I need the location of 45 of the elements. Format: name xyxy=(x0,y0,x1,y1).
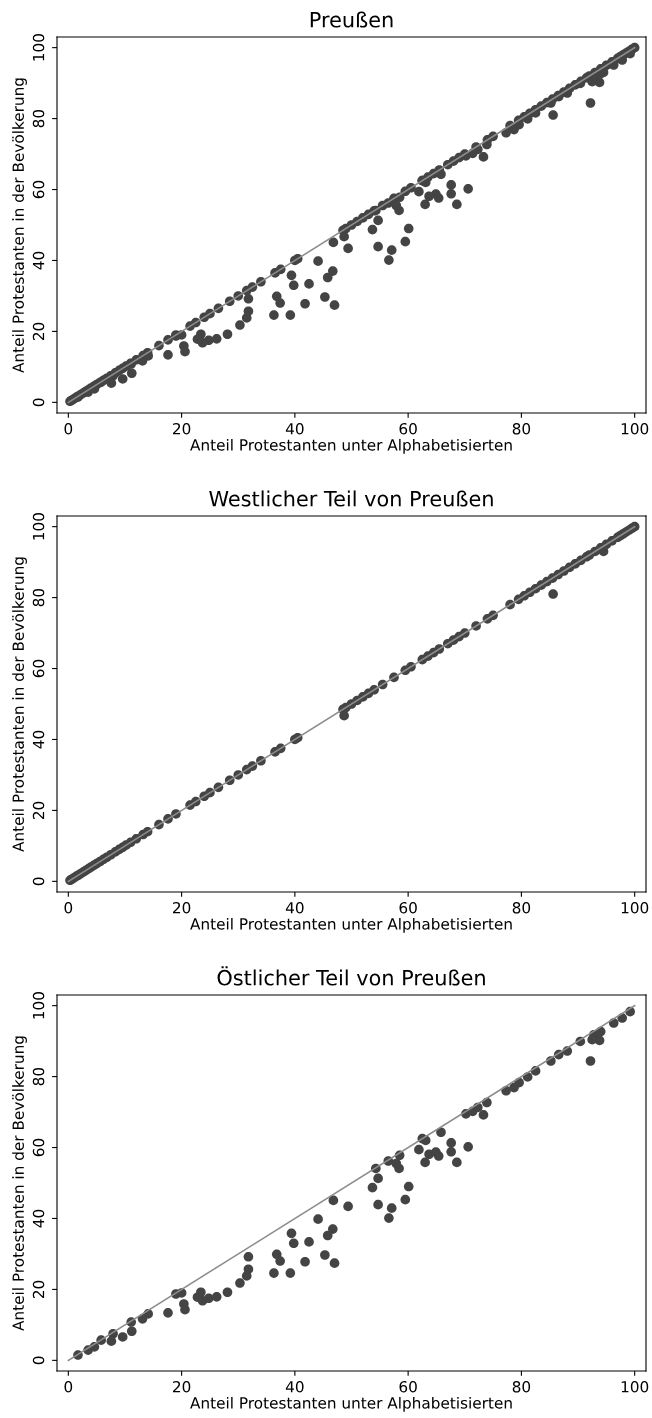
y-tick-label: 60 xyxy=(32,180,45,199)
y-tick-label: 20 xyxy=(32,1280,45,1299)
x-tick-label: 60 xyxy=(399,1380,417,1393)
y-tick-label: 40 xyxy=(32,251,45,270)
y-tick-label: 100 xyxy=(32,992,45,1019)
y-tick-label: 20 xyxy=(32,322,45,341)
chart-title: Preußen xyxy=(310,11,393,28)
x-tick-label: 80 xyxy=(512,1380,531,1393)
x-tick-label: 40 xyxy=(285,1380,304,1393)
y-tick-label: 100 xyxy=(32,34,45,61)
chart-title: Westlicher Teil von Preußen xyxy=(209,490,493,507)
x-tick-label: 0 xyxy=(64,901,73,914)
x-tick-label: 80 xyxy=(512,422,531,435)
y-tick-label: 100 xyxy=(32,513,45,540)
x-tick-label: 20 xyxy=(173,1380,191,1393)
x-tick-label: 100 xyxy=(621,1380,649,1393)
x-axis-title: Anteil Protestanten unter Alphabetisierten xyxy=(190,1396,512,1412)
x-axis-title: Anteil Protestanten unter Alphabetisierten xyxy=(190,917,512,933)
y-tick-label: 20 xyxy=(32,801,45,820)
y-tick-label: 80 xyxy=(32,588,45,607)
x-tick-label: 0 xyxy=(64,422,73,435)
y-tick-label: 40 xyxy=(32,730,45,749)
y-tick-label: 60 xyxy=(32,1138,45,1157)
chart-title: Östlicher Teil von Preußen xyxy=(217,966,485,986)
y-tick-label: 0 xyxy=(32,398,45,407)
y-axis-title: Anteil Protestanten in der Bevölkerung xyxy=(12,78,27,373)
x-axis-title: Anteil Protestanten unter Alphabetisierten xyxy=(190,438,512,454)
x-tick-label: 60 xyxy=(399,422,417,435)
y-tick-label: 60 xyxy=(32,659,45,678)
y-tick-label: 80 xyxy=(32,109,45,128)
x-tick-label: 60 xyxy=(399,901,417,914)
x-tick-label: 40 xyxy=(285,422,304,435)
x-tick-label: 20 xyxy=(173,901,191,914)
x-tick-label: 40 xyxy=(285,901,304,914)
y-axis-title: Anteil Protestanten in der Bevölkerung xyxy=(12,1036,27,1331)
y-tick-label: 0 xyxy=(32,877,45,886)
x-tick-label: 0 xyxy=(64,1380,73,1393)
x-tick-label: 80 xyxy=(512,901,531,914)
y-tick-label: 40 xyxy=(32,1209,45,1228)
y-tick-label: 80 xyxy=(32,1067,45,1086)
x-tick-label: 100 xyxy=(621,901,649,914)
x-tick-label: 20 xyxy=(173,422,191,435)
x-tick-label: 100 xyxy=(621,422,649,435)
y-axis-title: Anteil Protestanten in der Bevölkerung xyxy=(12,557,27,852)
y-tick-label: 0 xyxy=(32,1356,45,1365)
